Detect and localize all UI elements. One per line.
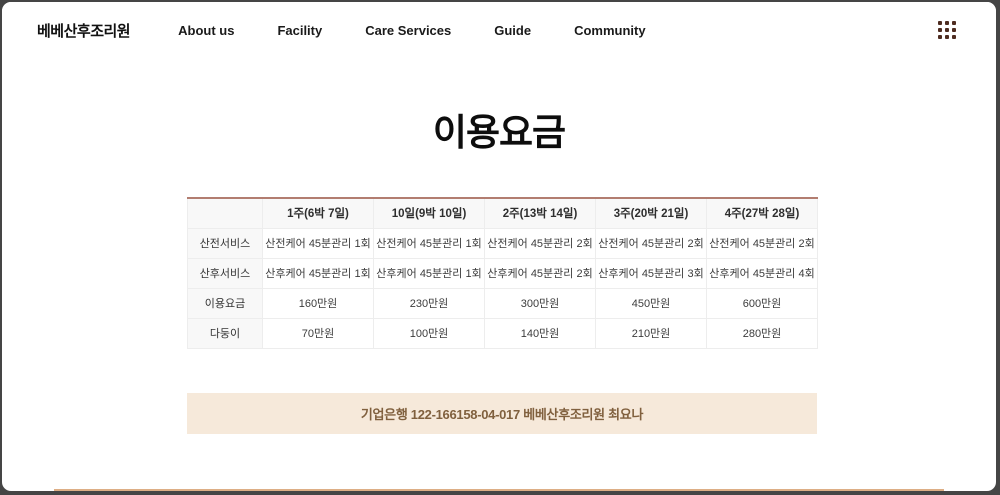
pricing-table: 1주(6박 7일) 10일(9박 10일) 2주(13박 14일) 3주(20박… bbox=[187, 197, 818, 349]
table-cell: 산전케어 45분관리 2회 bbox=[484, 227, 596, 259]
table-cell: 450만원 bbox=[595, 287, 707, 319]
pricing-table-body: 산전서비스 산전케어 45분관리 1회 산전케어 45분관리 1회 산전케어 4… bbox=[187, 227, 818, 349]
table-cell: 600만원 bbox=[706, 287, 818, 319]
table-cell: 산전케어 45분관리 1회 bbox=[262, 227, 374, 259]
logo[interactable]: 베베산후조리원 bbox=[37, 22, 131, 40]
nav-item-about-us[interactable]: About us bbox=[178, 22, 235, 38]
table-header-row: 1주(6박 7일) 10일(9박 10일) 2주(13박 14일) 3주(20박… bbox=[187, 197, 818, 229]
table-cell: 300만원 bbox=[484, 287, 596, 319]
apps-grid-icon[interactable] bbox=[936, 19, 958, 41]
table-cell: 산후케어 45분관리 4회 bbox=[706, 257, 818, 289]
table-cell: 산후케어 45분관리 1회 bbox=[373, 257, 485, 289]
table-cell: 280만원 bbox=[706, 317, 818, 349]
table-row-usage-fee: 이용요금 160만원 230만원 300만원 450만원 600만원 bbox=[187, 287, 818, 319]
main-nav: About us Facility Care Services Guide Co… bbox=[178, 23, 645, 38]
column-header-10days: 10일(9박 10일) bbox=[373, 197, 485, 229]
next-section-top-edge bbox=[54, 489, 944, 491]
column-header-3weeks: 3주(20박 21일) bbox=[595, 197, 707, 229]
table-row-prenatal-service: 산전서비스 산전케어 45분관리 1회 산전케어 45분관리 1회 산전케어 4… bbox=[187, 227, 818, 259]
table-cell: 산전케어 45분관리 2회 bbox=[595, 227, 707, 259]
table-cell: 산후케어 45분관리 3회 bbox=[595, 257, 707, 289]
table-cell: 210만원 bbox=[595, 317, 707, 349]
bank-account-notice: 기업은행 122-166158-04-017 베베산후조리원 최요나 bbox=[187, 393, 817, 434]
table-cell: 산전케어 45분관리 2회 bbox=[706, 227, 818, 259]
nav-item-facility[interactable]: Facility bbox=[277, 22, 323, 38]
row-label: 다둥이 bbox=[187, 317, 263, 349]
table-cell: 산후케어 45분관리 1회 bbox=[262, 257, 374, 289]
table-cell: 140만원 bbox=[484, 317, 596, 349]
site-header: 베베산후조리원 About us Facility Care Services … bbox=[2, 2, 996, 58]
nav-item-guide[interactable]: Guide bbox=[494, 22, 532, 38]
pricing-table-head: 1주(6박 7일) 10일(9박 10일) 2주(13박 14일) 3주(20박… bbox=[187, 197, 818, 229]
table-cell: 230만원 bbox=[373, 287, 485, 319]
table-cell: 산후케어 45분관리 2회 bbox=[484, 257, 596, 289]
bank-account-text: 기업은행 122-166158-04-017 베베산후조리원 최요나 bbox=[360, 407, 644, 422]
row-label: 산전서비스 bbox=[187, 227, 263, 259]
column-header-2weeks: 2주(13박 14일) bbox=[484, 197, 596, 229]
table-row-postnatal-service: 산후서비스 산후케어 45분관리 1회 산후케어 45분관리 1회 산후케어 4… bbox=[187, 257, 818, 289]
column-header-1week: 1주(6박 7일) bbox=[262, 197, 374, 229]
nav-item-community[interactable]: Community bbox=[574, 22, 646, 38]
column-header-4weeks: 4주(27박 28일) bbox=[706, 197, 818, 229]
column-header-blank bbox=[187, 197, 263, 229]
table-cell: 70만원 bbox=[262, 317, 374, 349]
row-label: 산후서비스 bbox=[187, 257, 263, 289]
page-title: 이용요금 bbox=[432, 112, 566, 153]
row-label: 이용요금 bbox=[187, 287, 263, 319]
table-row-multiples: 다둥이 70만원 100만원 140만원 210만원 280만원 bbox=[187, 317, 818, 349]
table-cell: 160만원 bbox=[262, 287, 374, 319]
nav-item-care-services[interactable]: Care Services bbox=[365, 22, 452, 38]
table-cell: 100만원 bbox=[373, 317, 485, 349]
table-cell: 산전케어 45분관리 1회 bbox=[373, 227, 485, 259]
